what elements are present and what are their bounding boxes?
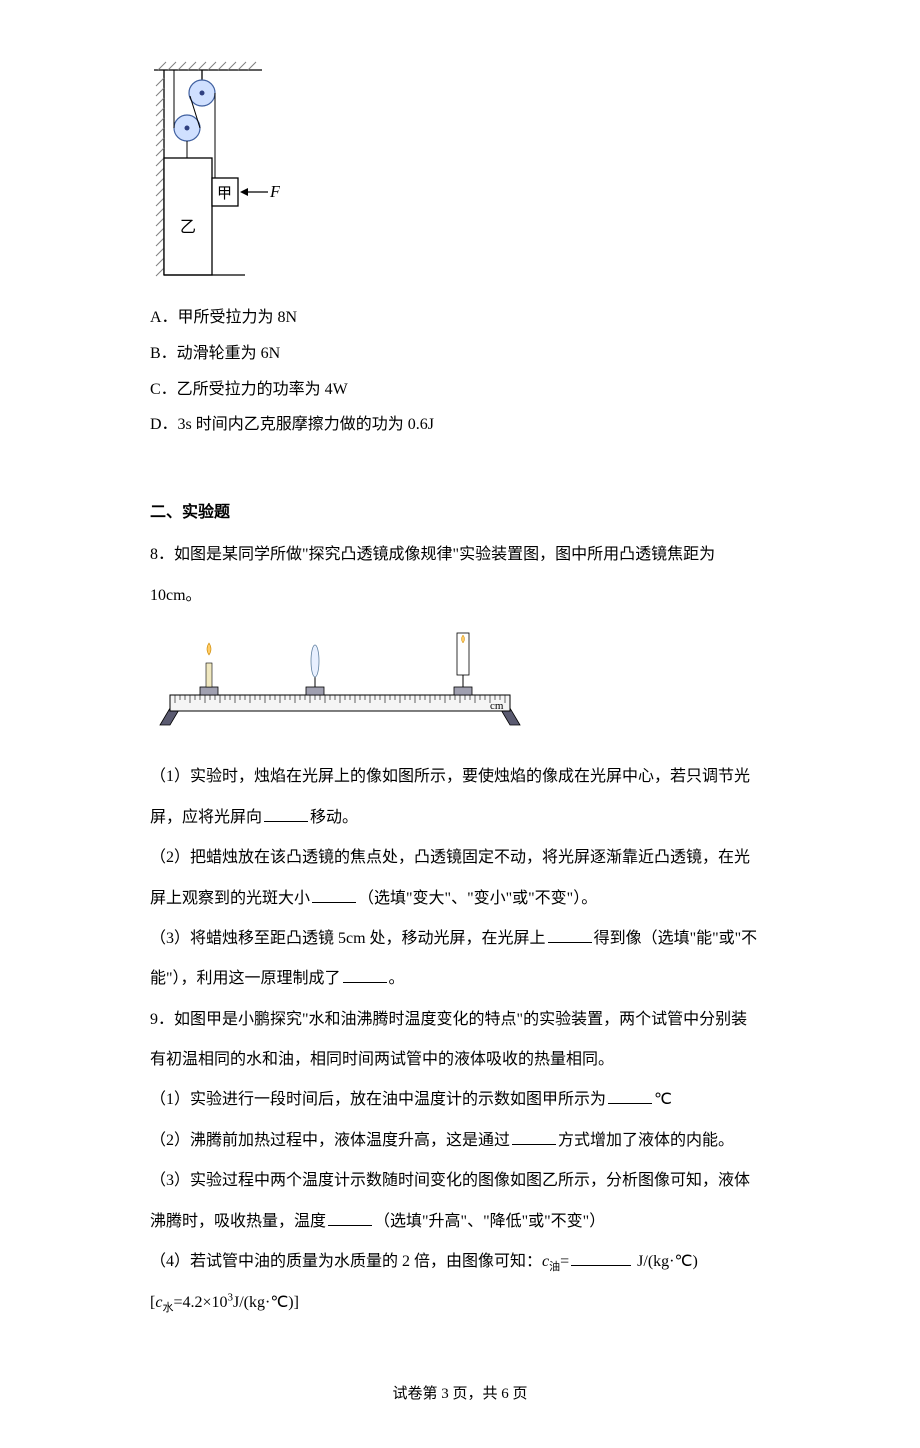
q8-p1: （1）实验时，烛焰在光屏上的像如图所示，要使烛焰的像成在光屏中心，若只调节光: [150, 762, 770, 792]
q7-option-a: A．甲所受拉力为 8N: [150, 305, 770, 331]
q8-stem: 8．如图是某同学所做"探究凸透镜成像规律"实验装置图，图中所用凸透镜焦距为: [150, 540, 770, 570]
q9-p3-b: 沸腾时，吸收热量，温度: [150, 1213, 326, 1230]
blank-8: [571, 1250, 631, 1266]
q8-stem-line1: 8．如图是某同学所做"探究凸透镜成像规律"实验装置图，图中所用凸透镜焦距为: [150, 546, 715, 563]
q9-p3: （3）实验过程中两个温度计示数随时间变化的图像如图乙所示，分析图像可知，液体: [150, 1166, 770, 1196]
pulley-diagram: 乙 甲 F: [150, 60, 770, 291]
q9-stem-2: 有初温相同的水和油，相同时间两试管中的液体吸收的热量相同。: [150, 1045, 770, 1075]
block-yi-label: 乙: [180, 219, 196, 236]
q9-p4: （4）若试管中油的质量为水质量的 2 倍，由图像可知：c油= J/(kg·℃): [150, 1247, 770, 1278]
q8-p3-a: （3）将蜡烛移至距凸透镜 5cm 处，移动光屏，在光屏上: [150, 930, 546, 947]
page-footer: 试卷第 3 页，共 6 页: [150, 1380, 770, 1409]
q8-p2-cont: 屏上观察到的光斑大小 （选填"变大"、"变小"或"不变"）。: [150, 884, 770, 914]
option-d-text: D．3s 时间内乙克服摩擦力做的功为 0.6J: [150, 416, 434, 433]
optical-bench-svg: cm: [150, 625, 530, 735]
q9-p4-a: （4）若试管中油的质量为水质量的 2 倍，由图像可知：: [150, 1253, 542, 1270]
q9-stem: 9．如图甲是小鹏探究"水和油沸腾时温度变化的特点"的实验装置，两个试管中分别装: [150, 1005, 770, 1035]
q7-option-b: B．动滑轮重为 6N: [150, 341, 770, 367]
q8-p3: （3）将蜡烛移至距凸透镜 5cm 处，移动光屏，在光屏上 得到像（选填"能"或"不: [150, 924, 770, 954]
force-label: F: [269, 182, 280, 201]
option-a-text: A．甲所受拉力为 8N: [150, 309, 297, 326]
blank-3: [548, 927, 592, 943]
q9-p5-c: c: [155, 1294, 162, 1311]
pulley-svg: 乙 甲 F: [150, 60, 280, 280]
q8-p3-d: 。: [389, 970, 405, 987]
blank-7: [328, 1210, 372, 1226]
q9-stem-line2: 有初温相同的水和油，相同时间两试管中的液体吸收的热量相同。: [150, 1051, 614, 1068]
bench-cm-label: cm: [490, 700, 504, 712]
q8-p3-c: 能"），利用这一原理制成了: [150, 970, 341, 987]
q9-p1-b: ℃: [654, 1091, 672, 1108]
q9-p1: （1）实验进行一段时间后，放在油中温度计的示数如图甲所示为 ℃: [150, 1085, 770, 1115]
q8-stem-line2: 10cm。: [150, 587, 202, 604]
q8-p3-cont: 能"），利用这一原理制成了 。: [150, 964, 770, 994]
q7-option-d: D．3s 时间内乙克服摩擦力做的功为 0.6J: [150, 412, 770, 438]
q9-p4-unit: J/(kg·℃): [633, 1253, 698, 1270]
q8-p2-b: 屏上观察到的光斑大小: [150, 890, 310, 907]
q8-stem-2: 10cm。: [150, 581, 770, 611]
blank-5: [608, 1088, 652, 1104]
q9-p5: [c水=4.2×103J/(kg·℃)]: [150, 1288, 770, 1319]
q8-p1-a: （1）实验时，烛焰在光屏上的像如图所示，要使烛焰的像成在光屏中心，若只调节光: [150, 768, 750, 785]
option-c-text: C．乙所受拉力的功率为 4W: [150, 381, 348, 398]
q9-p5-sub: 水: [162, 1303, 173, 1315]
blank-2: [312, 887, 356, 903]
option-b-text: B．动滑轮重为 6N: [150, 345, 280, 362]
blank-4: [343, 967, 387, 983]
q9-p3-a: （3）实验过程中两个温度计示数随时间变化的图像如图乙所示，分析图像可知，液体: [150, 1172, 750, 1189]
footer-text: 试卷第 3 页，共 6 页: [392, 1386, 527, 1402]
q8-p1-b: 屏，应将光屏向: [150, 809, 262, 826]
q9-p3-cont: 沸腾时，吸收热量，温度 （选填"升高"、"降低"或"不变"）: [150, 1207, 770, 1237]
q8-p1-c: 移动。: [310, 809, 358, 826]
q9-p4-sub: 油: [549, 1261, 560, 1273]
q8-p3-b: 得到像（选填"能"或"不: [594, 930, 758, 947]
blank-6: [512, 1129, 556, 1145]
optical-bench-diagram: cm: [150, 625, 770, 746]
section-heading-text: 二、实验题: [150, 504, 230, 521]
q9-p2: （2）沸腾前加热过程中，液体温度升高，这是通过 方式增加了液体的内能。: [150, 1126, 770, 1156]
q9-p1-a: （1）实验进行一段时间后，放在油中温度计的示数如图甲所示为: [150, 1091, 606, 1108]
q8-p2-c: （选填"变大"、"变小"或"不变"）。: [358, 890, 597, 907]
q9-stem-line1: 9．如图甲是小鹏探究"水和油沸腾时温度变化的特点"的实验装置，两个试管中分别装: [150, 1011, 747, 1028]
q7-option-c: C．乙所受拉力的功率为 4W: [150, 377, 770, 403]
q8-p1-cont: 屏，应将光屏向 移动。: [150, 803, 770, 833]
q8-p2-a: （2）把蜡烛放在该凸透镜的焦点处，凸透镜固定不动，将光屏逐渐靠近凸透镜，在光: [150, 849, 750, 866]
section-heading: 二、实验题: [150, 498, 770, 528]
q9-p2-b: 方式增加了液体的内能。: [558, 1132, 734, 1149]
q9-p3-c: （选填"升高"、"降低"或"不变"）: [374, 1213, 605, 1230]
q9-p4-eq: =: [560, 1253, 569, 1270]
block-jia-label: 甲: [217, 186, 232, 202]
q9-p5-rest: =4.2×10: [173, 1294, 227, 1311]
q9-p2-a: （2）沸腾前加热过程中，液体温度升高，这是通过: [150, 1132, 510, 1149]
q8-p2: （2）把蜡烛放在该凸透镜的焦点处，凸透镜固定不动，将光屏逐渐靠近凸透镜，在光: [150, 843, 770, 873]
q9-p5-tail: J/(kg·℃)]: [233, 1294, 299, 1311]
blank-1: [264, 806, 308, 822]
